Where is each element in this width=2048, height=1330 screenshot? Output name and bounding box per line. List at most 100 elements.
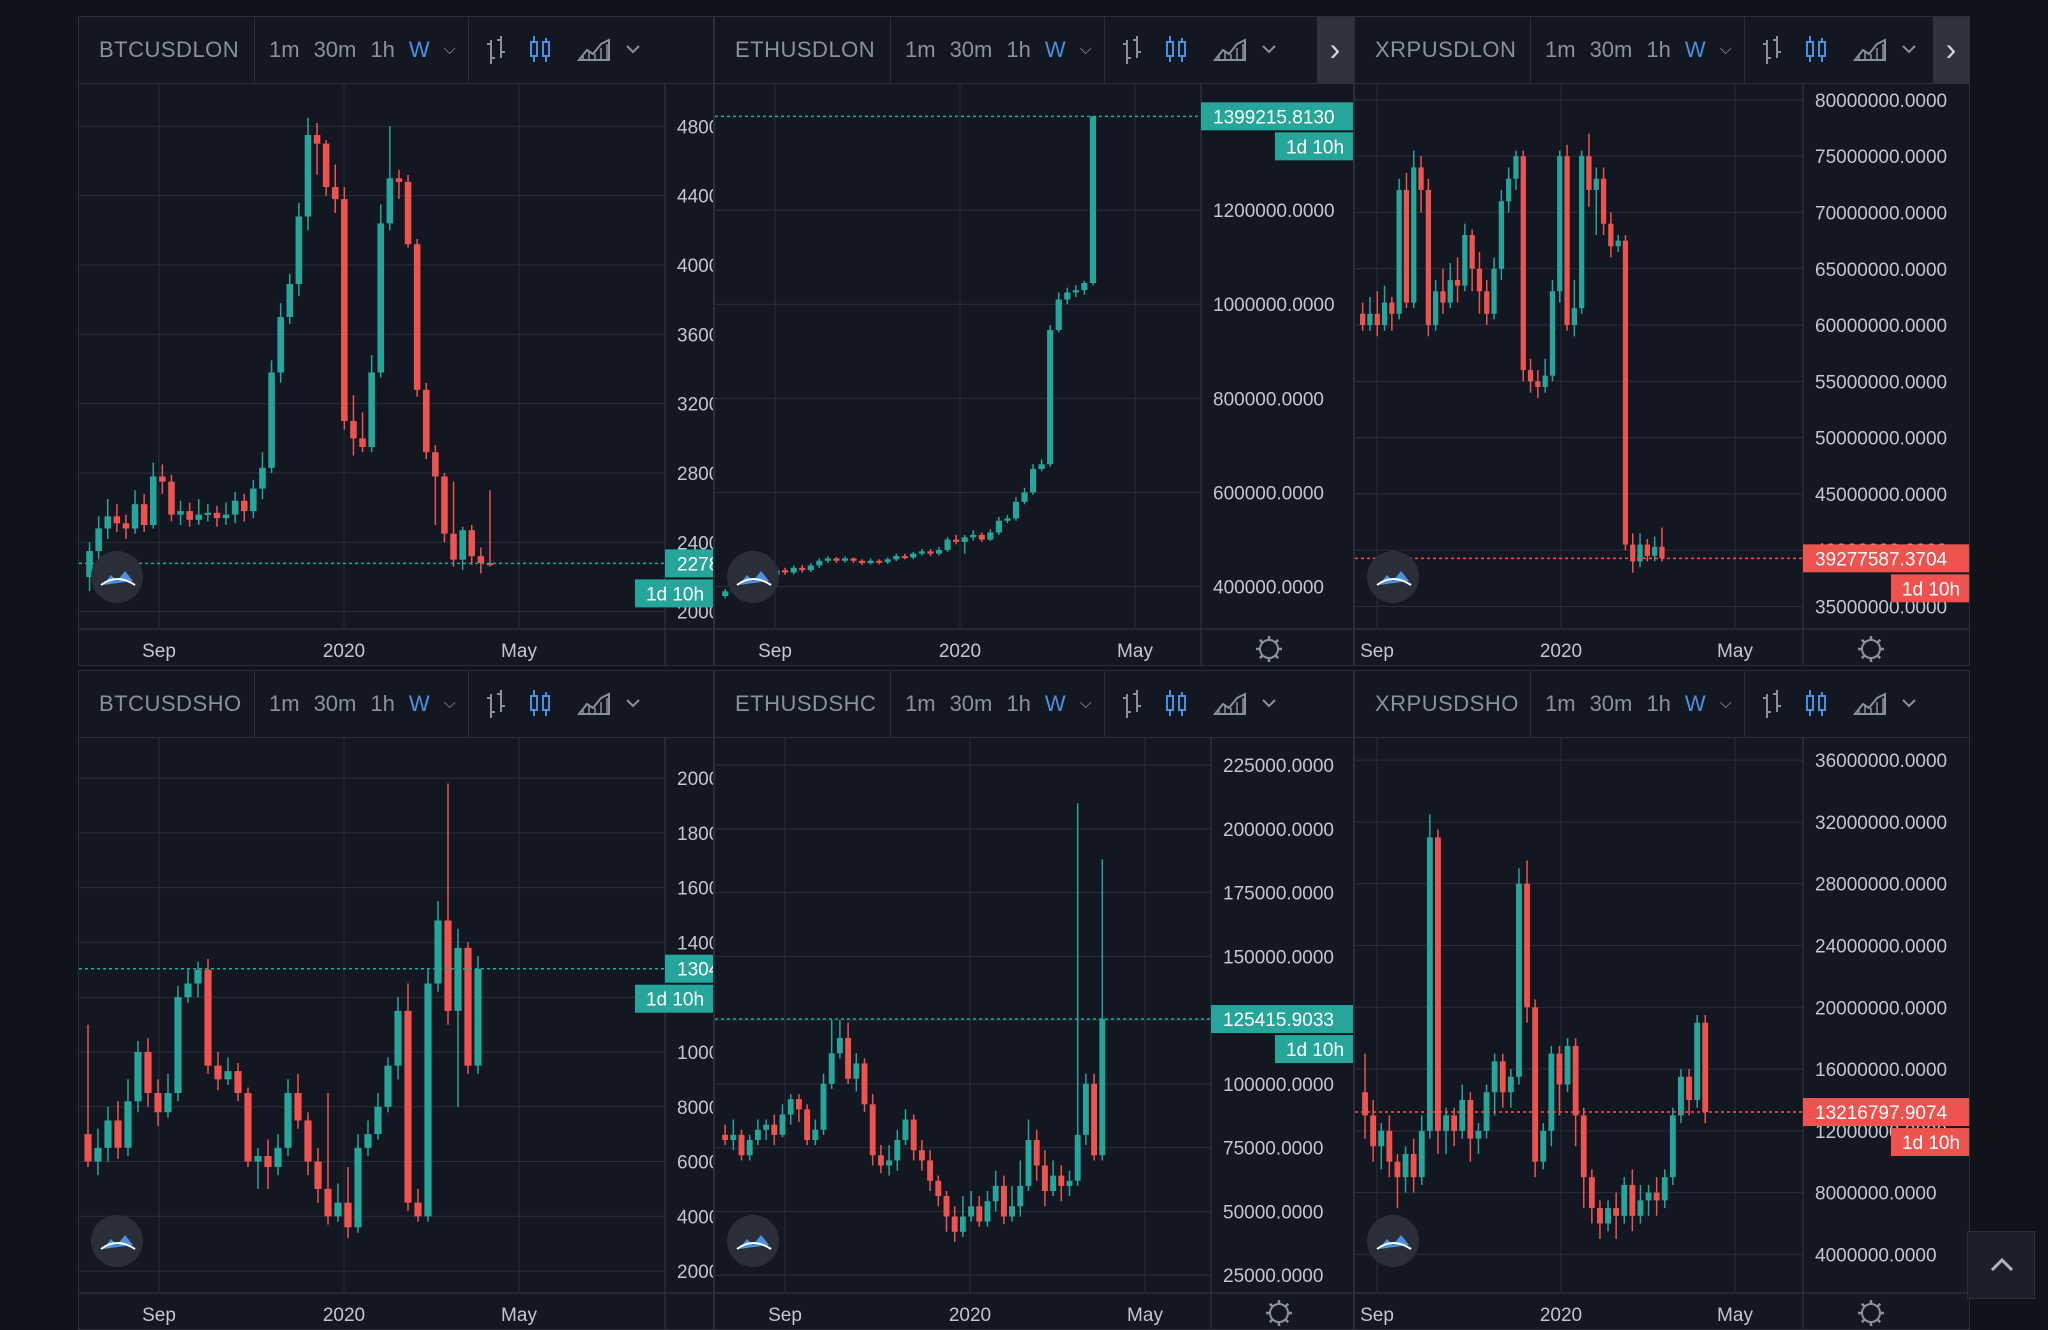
chevron-right-icon[interactable]: › <box>1317 17 1353 83</box>
candle <box>194 961 202 998</box>
interval-1h[interactable]: 1h <box>1646 37 1671 62</box>
tradingview-logo-icon[interactable] <box>91 1215 143 1267</box>
candles-icon[interactable] <box>529 690 550 716</box>
interval-30m[interactable]: 30m <box>313 37 357 62</box>
settings-gear-icon[interactable] <box>1858 1300 1884 1326</box>
chart-canvas[interactable]: 225000.0000 200000.0000 175000.0000 150000.… <box>715 737 1354 1330</box>
chevron-down-icon[interactable] <box>1902 45 1916 54</box>
bar-chart-icon[interactable] <box>1122 36 1141 64</box>
candles-icon[interactable] <box>1165 690 1186 716</box>
interval-dropdown-chevron-icon[interactable]: ⌵ <box>443 695 456 712</box>
area-chart-icon[interactable] <box>1212 38 1246 61</box>
interval-1h[interactable]: 1h <box>1646 691 1671 716</box>
candles-icon[interactable] <box>529 36 550 62</box>
chart-canvas[interactable]: 48000.0000 44000.0000 40000.0000 36000.0000… <box>79 83 714 666</box>
interval-1m[interactable]: 1m <box>1545 37 1576 62</box>
candle <box>377 204 385 378</box>
interval-1h[interactable]: 1h <box>1006 691 1031 716</box>
area-chart-icon[interactable] <box>1212 692 1246 715</box>
chart-canvas[interactable]: 80000000.0000 75000000.0000 70000000.0000 6… <box>1355 83 1970 666</box>
interval-30m[interactable]: 30m <box>949 691 993 716</box>
interval-W[interactable]: W <box>1044 37 1066 62</box>
interval-1h[interactable]: 1h <box>1006 37 1031 62</box>
interval-dropdown-chevron-icon[interactable]: ⌵ <box>1719 41 1732 58</box>
interval-30m[interactable]: 30m <box>1589 691 1633 716</box>
interval-1m[interactable]: 1m <box>905 691 936 716</box>
area-chart-icon[interactable] <box>576 692 610 715</box>
candle <box>314 1147 322 1203</box>
chevron-down-icon[interactable] <box>1902 699 1916 708</box>
chart-panel-btc-short[interactable]: BTCUSDSHO 1m 30m 1h W ⌵ 20000.0000 18000.0000 16… <box>78 670 714 1330</box>
chevron-down-icon[interactable] <box>626 45 640 54</box>
settings-gear-icon[interactable] <box>1266 1300 1292 1326</box>
candle <box>828 1020 835 1089</box>
candle <box>1572 1038 1579 1147</box>
interval-dropdown-chevron-icon[interactable]: ⌵ <box>443 41 456 58</box>
settings-gear-icon[interactable] <box>1858 636 1884 662</box>
candle <box>224 1057 232 1085</box>
candle <box>1580 1107 1587 1209</box>
chevron-down-icon[interactable] <box>1262 699 1276 708</box>
symbol-label[interactable]: ETHUSDSHC <box>715 671 891 737</box>
interval-1m[interactable]: 1m <box>905 37 936 62</box>
bar-chart-icon[interactable] <box>1762 690 1781 718</box>
candle <box>368 355 375 453</box>
symbol-label[interactable]: BTCUSDLON <box>79 17 255 83</box>
interval-30m[interactable]: 30m <box>949 37 993 62</box>
symbol-label[interactable]: XRPUSDLON <box>1355 17 1531 83</box>
interval-W[interactable]: W <box>1684 37 1706 62</box>
last-price-badge <box>1201 102 1353 131</box>
y-tick-label: 150000.0000 <box>1223 947 1334 968</box>
tradingview-logo-icon[interactable] <box>1367 551 1419 603</box>
settings-gear-icon[interactable] <box>1256 636 1282 662</box>
bar-chart-icon[interactable] <box>1122 690 1141 718</box>
countdown-badge <box>1275 132 1353 161</box>
symbol-label[interactable]: ETHUSDLON <box>715 17 891 83</box>
y-tick-label: 8000.0000 <box>677 1098 714 1119</box>
tradingview-logo-icon[interactable] <box>727 1215 779 1267</box>
x-tick-label: May <box>501 1305 537 1326</box>
tradingview-logo-icon[interactable] <box>91 551 143 603</box>
chevron-down-icon[interactable] <box>1262 45 1276 54</box>
interval-dropdown-chevron-icon[interactable]: ⌵ <box>1079 41 1092 58</box>
candles-icon[interactable] <box>1805 36 1826 62</box>
interval-1m[interactable]: 1m <box>269 691 300 716</box>
interval-W[interactable]: W <box>408 37 430 62</box>
interval-1h[interactable]: 1h <box>370 37 395 62</box>
tradingview-logo-icon[interactable] <box>727 551 779 603</box>
candle <box>1483 1084 1490 1139</box>
candles-icon[interactable] <box>1805 690 1826 716</box>
symbol-label[interactable]: BTCUSDSHO <box>79 671 255 737</box>
chart-panel-xrp-long[interactable]: XRPUSDLON 1m 30m 1h W ⌵ › 80000000.0000 75000000… <box>1354 16 1970 666</box>
chart-canvas[interactable]: 20000.0000 18000.0000 16000.0000 14000.0000… <box>79 737 714 1330</box>
symbol-label[interactable]: XRPUSDSHO <box>1355 671 1531 737</box>
area-chart-icon[interactable] <box>576 38 610 61</box>
interval-W[interactable]: W <box>408 691 430 716</box>
interval-W[interactable]: W <box>1044 691 1066 716</box>
chart-canvas[interactable]: 1200000.0000 1000000.0000 800000.0000 60000… <box>715 83 1354 666</box>
area-chart-icon[interactable] <box>1852 692 1886 715</box>
tradingview-logo-icon[interactable] <box>1367 1215 1419 1267</box>
bar-chart-icon[interactable] <box>1762 36 1781 64</box>
bar-chart-icon[interactable] <box>486 36 505 64</box>
interval-dropdown-chevron-icon[interactable]: ⌵ <box>1719 695 1732 712</box>
area-chart-icon[interactable] <box>1852 38 1886 61</box>
chart-panel-eth-short[interactable]: ETHUSDSHC 1m 30m 1h W ⌵ 225000.0000 200000.0000… <box>714 670 1354 1330</box>
chart-panel-eth-long[interactable]: ETHUSDLON 1m 30m 1h W ⌵ › 1200000.0000 1000000.0… <box>714 16 1354 666</box>
interval-30m[interactable]: 30m <box>313 691 357 716</box>
interval-W[interactable]: W <box>1684 691 1706 716</box>
chart-canvas[interactable]: 36000000.0000 32000000.0000 28000000.0000 2… <box>1355 737 1970 1330</box>
interval-1m[interactable]: 1m <box>1545 691 1576 716</box>
interval-1m[interactable]: 1m <box>269 37 300 62</box>
interval-dropdown-chevron-icon[interactable]: ⌵ <box>1079 695 1092 712</box>
candle <box>1440 268 1446 314</box>
chart-panel-xrp-short[interactable]: XRPUSDSHO 1m 30m 1h W ⌵ 36000000.0000 32000000.… <box>1354 670 1970 1330</box>
candles-icon[interactable] <box>1165 36 1186 62</box>
interval-1h[interactable]: 1h <box>370 691 395 716</box>
scroll-to-top-button[interactable] <box>1967 1231 2035 1299</box>
bar-chart-icon[interactable] <box>486 690 505 718</box>
chevron-right-icon[interactable]: › <box>1933 17 1969 83</box>
chart-panel-btc-long[interactable]: BTCUSDLON 1m 30m 1h W ⌵ 48000.0000 44000.0000 40… <box>78 16 714 666</box>
chevron-down-icon[interactable] <box>626 699 640 708</box>
interval-30m[interactable]: 30m <box>1589 37 1633 62</box>
